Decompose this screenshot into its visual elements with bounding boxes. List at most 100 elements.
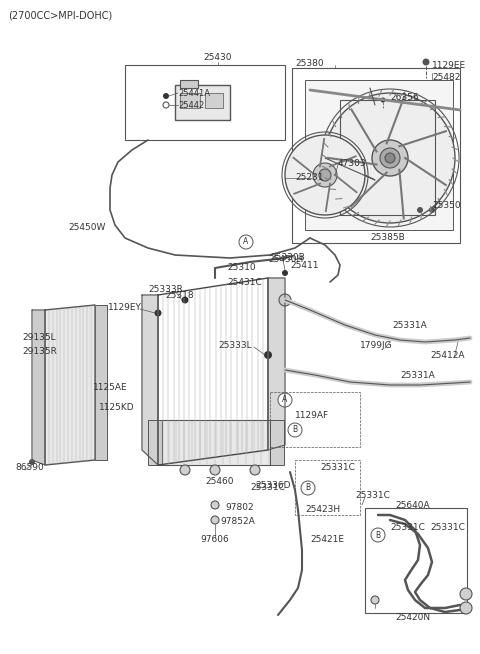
Text: A: A: [282, 396, 288, 405]
Circle shape: [211, 516, 219, 524]
Text: 25640A: 25640A: [395, 500, 430, 509]
Circle shape: [422, 58, 430, 65]
Bar: [148, 420, 162, 465]
Circle shape: [313, 163, 337, 187]
Circle shape: [211, 501, 219, 509]
Bar: [365, 508, 467, 613]
Circle shape: [429, 207, 435, 213]
Text: 25450W: 25450W: [68, 224, 106, 233]
Text: 25331A: 25331A: [400, 371, 435, 379]
Circle shape: [210, 465, 220, 475]
Bar: [270, 420, 284, 465]
Text: (2700CC>MPI-DOHC): (2700CC>MPI-DOHC): [8, 10, 112, 20]
Text: 25331C: 25331C: [390, 523, 425, 532]
Text: 25231: 25231: [295, 173, 324, 182]
Text: 97802: 97802: [225, 504, 253, 513]
Text: B: B: [292, 426, 298, 434]
Circle shape: [371, 596, 379, 604]
Circle shape: [29, 459, 35, 465]
Text: 1799JG: 1799JG: [360, 341, 393, 349]
Bar: [305, 80, 453, 230]
Text: 97606: 97606: [201, 536, 229, 545]
Text: 25450H: 25450H: [268, 256, 303, 264]
Text: 25460: 25460: [205, 477, 233, 487]
Text: 86590: 86590: [15, 464, 44, 472]
Text: 1125KD: 1125KD: [99, 404, 134, 413]
Bar: [180, 93, 200, 108]
Bar: [95, 305, 107, 460]
Bar: [180, 80, 198, 88]
Circle shape: [417, 207, 423, 213]
Text: 25423H: 25423H: [305, 506, 340, 515]
Text: 25385B: 25385B: [370, 233, 405, 243]
Text: 25331C: 25331C: [430, 523, 465, 532]
Circle shape: [319, 169, 331, 181]
Text: 25431C: 25431C: [227, 278, 262, 287]
Text: 25420N: 25420N: [395, 613, 430, 623]
Circle shape: [264, 351, 272, 359]
Circle shape: [372, 140, 408, 176]
Circle shape: [301, 481, 315, 495]
Circle shape: [279, 294, 291, 306]
Circle shape: [381, 97, 385, 103]
Text: 25482: 25482: [432, 73, 460, 82]
Circle shape: [163, 93, 169, 99]
Bar: [125, 65, 285, 140]
Circle shape: [371, 528, 385, 542]
Text: 25333L: 25333L: [218, 341, 252, 349]
Text: A: A: [243, 237, 249, 247]
Circle shape: [278, 393, 292, 407]
Bar: [160, 420, 270, 465]
Text: 25333R: 25333R: [148, 286, 183, 294]
Circle shape: [180, 465, 190, 475]
Polygon shape: [32, 310, 45, 465]
Circle shape: [282, 270, 288, 276]
Polygon shape: [45, 305, 95, 465]
Bar: [205, 93, 223, 108]
Bar: [340, 100, 435, 215]
Circle shape: [285, 135, 365, 215]
Text: 25310: 25310: [227, 264, 256, 273]
Text: 25430: 25430: [204, 54, 232, 63]
Text: 25331C: 25331C: [250, 483, 285, 492]
Text: 25331C: 25331C: [320, 464, 355, 472]
Circle shape: [181, 296, 189, 303]
Text: 25380: 25380: [295, 58, 324, 67]
Text: 25411: 25411: [290, 260, 319, 269]
Text: 1125AE: 1125AE: [93, 383, 128, 392]
Text: 1129EE: 1129EE: [432, 61, 466, 71]
Text: B: B: [305, 483, 311, 492]
Circle shape: [325, 93, 455, 223]
Bar: [175, 85, 230, 120]
Circle shape: [155, 309, 161, 317]
Circle shape: [460, 588, 472, 600]
Text: 26356: 26356: [390, 94, 419, 103]
Bar: [292, 68, 460, 243]
Text: 29135L: 29135L: [22, 334, 56, 343]
Circle shape: [380, 148, 400, 168]
Text: 25421E: 25421E: [310, 536, 344, 545]
Text: 25331C: 25331C: [355, 490, 390, 500]
Polygon shape: [268, 278, 285, 450]
Text: 25331A: 25331A: [392, 320, 427, 330]
Circle shape: [163, 102, 169, 108]
Text: 25412A: 25412A: [430, 351, 465, 360]
Text: 47303: 47303: [338, 158, 367, 167]
Text: 29135R: 29135R: [22, 347, 57, 356]
Text: 97852A: 97852A: [220, 517, 255, 526]
Circle shape: [239, 235, 253, 249]
Circle shape: [288, 423, 302, 437]
Polygon shape: [142, 295, 158, 465]
Text: 25441A: 25441A: [178, 88, 210, 97]
Text: 25318: 25318: [165, 292, 193, 300]
Text: 25350: 25350: [432, 201, 461, 209]
Circle shape: [385, 153, 395, 163]
Circle shape: [460, 602, 472, 614]
Circle shape: [250, 465, 260, 475]
Text: B: B: [375, 530, 381, 540]
Text: 1129EY: 1129EY: [108, 303, 142, 311]
Text: 25336D: 25336D: [255, 481, 290, 489]
Text: 1129AF: 1129AF: [295, 411, 329, 419]
Text: 25442: 25442: [178, 101, 204, 109]
Text: 25330B: 25330B: [270, 252, 305, 262]
